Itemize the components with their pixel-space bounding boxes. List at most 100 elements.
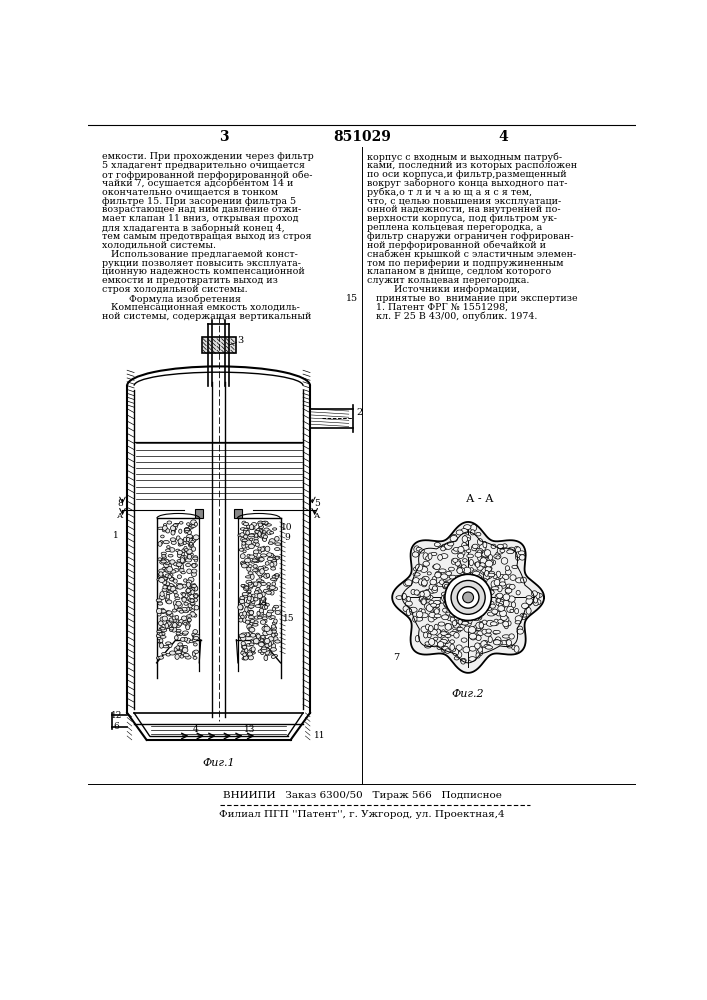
Ellipse shape (246, 591, 251, 594)
Ellipse shape (255, 568, 259, 573)
Ellipse shape (493, 610, 497, 615)
Text: 8: 8 (117, 499, 123, 508)
Ellipse shape (507, 621, 511, 626)
Ellipse shape (166, 620, 170, 624)
Ellipse shape (255, 543, 259, 546)
Ellipse shape (178, 543, 182, 546)
Ellipse shape (464, 535, 471, 540)
Ellipse shape (451, 612, 456, 617)
Ellipse shape (248, 565, 252, 567)
Ellipse shape (240, 636, 246, 641)
Ellipse shape (181, 592, 185, 595)
Ellipse shape (262, 603, 266, 607)
Ellipse shape (248, 582, 252, 585)
Ellipse shape (249, 612, 252, 616)
Ellipse shape (486, 621, 493, 624)
Ellipse shape (495, 637, 501, 644)
Ellipse shape (479, 621, 485, 625)
Ellipse shape (168, 643, 172, 648)
Text: чайки 7, осушается адсорбентом 14 и: чайки 7, осушается адсорбентом 14 и (103, 179, 293, 188)
Ellipse shape (459, 577, 464, 581)
Ellipse shape (262, 592, 265, 597)
Ellipse shape (479, 624, 483, 629)
Ellipse shape (515, 552, 520, 557)
Ellipse shape (165, 598, 169, 603)
Ellipse shape (507, 587, 512, 593)
Ellipse shape (190, 603, 195, 605)
Ellipse shape (182, 610, 189, 613)
Bar (195, 509, 203, 518)
Ellipse shape (271, 559, 276, 562)
Ellipse shape (444, 584, 450, 588)
Ellipse shape (428, 615, 435, 622)
Ellipse shape (455, 576, 460, 582)
Ellipse shape (485, 560, 493, 567)
Ellipse shape (497, 547, 503, 554)
Ellipse shape (167, 567, 173, 572)
Ellipse shape (269, 532, 274, 534)
Ellipse shape (241, 651, 245, 655)
Ellipse shape (486, 629, 491, 633)
Ellipse shape (526, 607, 531, 614)
Ellipse shape (240, 561, 245, 565)
Ellipse shape (518, 551, 525, 555)
Ellipse shape (180, 559, 185, 564)
Text: принятые во  внимание при экспертизе: принятые во внимание при экспертизе (368, 294, 578, 303)
Ellipse shape (269, 553, 274, 557)
Ellipse shape (267, 628, 271, 633)
Text: окончательно очищается в тонком: окончательно очищается в тонком (103, 188, 279, 197)
Ellipse shape (239, 618, 243, 622)
Ellipse shape (477, 550, 481, 554)
Ellipse shape (173, 623, 177, 628)
Ellipse shape (160, 643, 163, 648)
Text: Фиг.1: Фиг.1 (202, 758, 235, 768)
Ellipse shape (244, 530, 248, 533)
Text: холодильной системы.: холодильной системы. (103, 241, 216, 250)
Ellipse shape (252, 559, 259, 562)
Ellipse shape (484, 557, 488, 562)
Ellipse shape (501, 615, 508, 620)
Ellipse shape (246, 547, 250, 549)
Ellipse shape (181, 539, 187, 545)
Ellipse shape (426, 556, 431, 561)
Ellipse shape (496, 593, 503, 598)
Ellipse shape (509, 584, 515, 589)
Ellipse shape (241, 584, 246, 587)
Ellipse shape (184, 528, 187, 533)
Ellipse shape (173, 569, 179, 572)
Ellipse shape (193, 586, 198, 591)
Ellipse shape (162, 632, 165, 635)
Ellipse shape (162, 588, 167, 591)
Text: ной перфорированной обечайкой и: ной перфорированной обечайкой и (368, 241, 547, 250)
Ellipse shape (434, 609, 439, 614)
Ellipse shape (166, 588, 172, 593)
Ellipse shape (192, 634, 196, 637)
Ellipse shape (171, 541, 176, 544)
Ellipse shape (476, 622, 483, 629)
Ellipse shape (182, 652, 185, 655)
Ellipse shape (239, 598, 245, 602)
Ellipse shape (455, 619, 460, 624)
Ellipse shape (515, 578, 523, 583)
Ellipse shape (177, 564, 182, 567)
Ellipse shape (245, 576, 251, 578)
Ellipse shape (239, 634, 245, 638)
Text: кл. F 25 B 43/00, опублик. 1974.: кл. F 25 B 43/00, опублик. 1974. (368, 312, 538, 321)
Ellipse shape (177, 643, 182, 646)
Ellipse shape (469, 568, 474, 573)
Ellipse shape (464, 525, 470, 530)
Ellipse shape (175, 594, 178, 597)
Ellipse shape (160, 608, 165, 613)
Ellipse shape (437, 645, 442, 650)
Ellipse shape (165, 574, 171, 578)
Ellipse shape (158, 573, 163, 578)
Ellipse shape (259, 548, 262, 550)
Text: 11: 11 (314, 732, 325, 740)
Ellipse shape (250, 597, 254, 602)
Ellipse shape (259, 534, 265, 538)
Ellipse shape (248, 616, 255, 619)
Ellipse shape (432, 576, 437, 583)
Ellipse shape (445, 624, 452, 630)
Ellipse shape (193, 535, 199, 540)
Ellipse shape (444, 634, 451, 638)
